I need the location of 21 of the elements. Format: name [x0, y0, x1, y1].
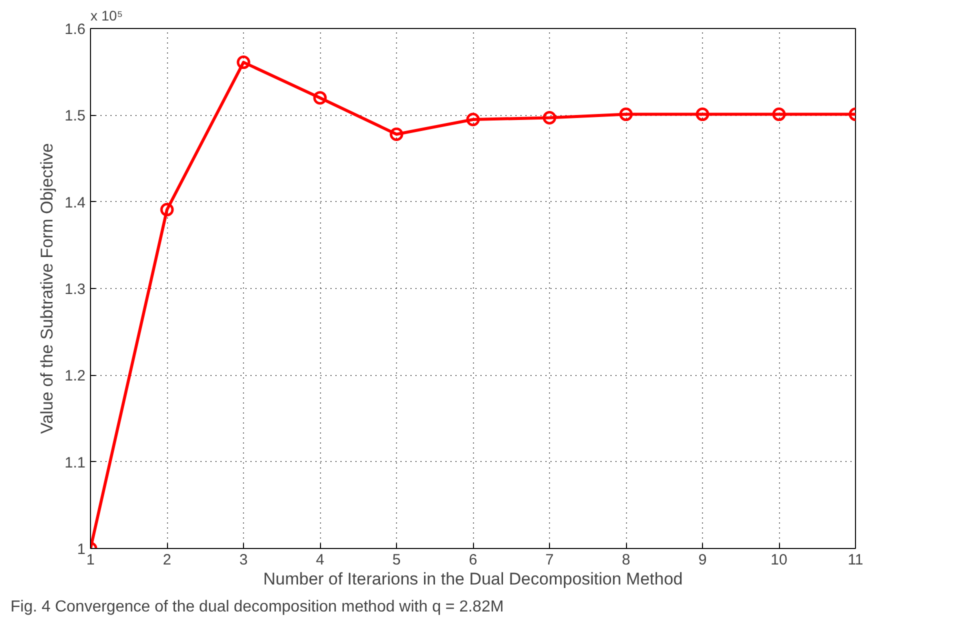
- x-tick-label: 3: [239, 552, 248, 568]
- y-tick-label: 1.6: [64, 21, 86, 38]
- y-axis-title: Value of the Subtrative Form Objective: [38, 143, 57, 434]
- x-tick-label: 7: [545, 552, 554, 568]
- x-tick-label: 8: [622, 552, 630, 568]
- x-tick-label: 11: [848, 552, 864, 568]
- text: x 10⁵: [90, 8, 123, 24]
- x-tick-label: 2: [162, 552, 172, 568]
- y-tick-label: 1.5: [64, 108, 86, 125]
- x-tick-label: 5: [392, 552, 401, 568]
- caption: Fig. 4 Convergence of the dual decomposition method with q = 2.82M: [10, 598, 504, 616]
- y-tick-label: 1.2: [64, 368, 86, 385]
- x-tick-label: 10: [770, 552, 788, 568]
- y-tick-label: 1.4: [64, 194, 86, 212]
- y-tick-label: 1: [77, 541, 86, 558]
- y-tick-label: 1.3: [64, 281, 86, 298]
- x-tick-label: 6: [468, 552, 478, 568]
- y-tick-label: 1.1: [64, 454, 86, 472]
- x-axis-title: Number of Iterarions in the Dual Decomposition Method: [263, 570, 683, 588]
- x-tick-label: 4: [316, 552, 324, 568]
- x-tick-label: 9: [698, 552, 707, 568]
